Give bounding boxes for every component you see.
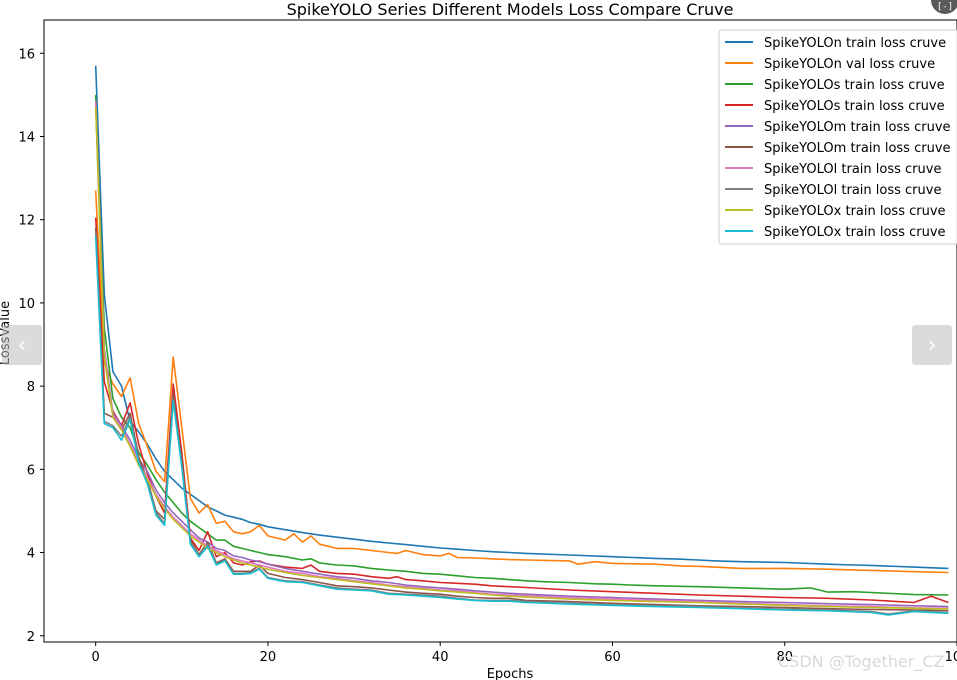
series-line-4	[94, 103, 949, 608]
series-line-6	[94, 101, 949, 610]
legend-label-9: SpikeYOLOx train loss cruve	[764, 225, 946, 240]
axes-frame	[43, 19, 957, 643]
y-tick-label-5: 12	[18, 214, 35, 229]
legend-label-6: SpikeYOLOl train loss cruve	[764, 162, 941, 177]
series-line-5	[94, 227, 949, 612]
x-tick-label-2: 40	[432, 650, 449, 665]
x-tick-label-0: 0	[92, 650, 100, 665]
series-line-8	[94, 107, 949, 610]
y-tick-label-4: 10	[18, 297, 35, 312]
legend-label-2: SpikeYOLOs train loss cruve	[764, 78, 945, 93]
y-tick-label-1: 4	[27, 547, 35, 562]
legend-label-1: SpikeYOLOn val loss cruve	[764, 57, 935, 72]
next-image-button[interactable]: ›	[912, 325, 952, 365]
y-tick-label-7: 16	[18, 47, 35, 62]
y-tick-label-6: 14	[18, 130, 35, 145]
x-tick-label-3: 60	[604, 650, 621, 665]
series-line-3	[94, 217, 949, 604]
close-viewer-button[interactable]: [-]	[931, 0, 957, 14]
chart-title: SpikeYOLO Series Different Models Loss C…	[287, 0, 734, 19]
x-axis-label: Epochs	[487, 667, 534, 680]
x-tick-label-1: 20	[260, 650, 277, 665]
legend-label-8: SpikeYOLOx train loss cruve	[764, 204, 946, 219]
series-line-1	[94, 190, 949, 574]
legend-box	[718, 29, 957, 245]
x-tick-label-5: 100	[945, 650, 957, 665]
series-line-9	[94, 236, 949, 616]
legend-label-5: SpikeYOLOm train loss cruve	[764, 141, 951, 156]
legend: SpikeYOLOn train loss cruve SpikeYOLOn va…	[718, 29, 957, 245]
x-tick-label-4: 80	[776, 650, 793, 665]
plot-area: 0 20 40 60 80 100 2 4 6 8 10 12 14 16	[18, 19, 957, 665]
legend-label-3: SpikeYOLOs train loss cruve	[764, 99, 945, 114]
y-tick-label-3: 8	[27, 380, 35, 395]
legend-label-4: SpikeYOLOm train loss cruve	[764, 120, 951, 135]
series-line-2	[94, 94, 949, 596]
legend-label-0: SpikeYOLOn train loss cruve	[764, 36, 946, 51]
y-tick-label-0: 2	[27, 630, 35, 645]
previous-image-button[interactable]: ‹	[2, 325, 42, 365]
legend-label-7: SpikeYOLOl train loss cruve	[764, 183, 941, 198]
watermark-text: CSDN @Together_CZ	[778, 652, 945, 671]
y-tick-label-2: 6	[27, 463, 35, 478]
